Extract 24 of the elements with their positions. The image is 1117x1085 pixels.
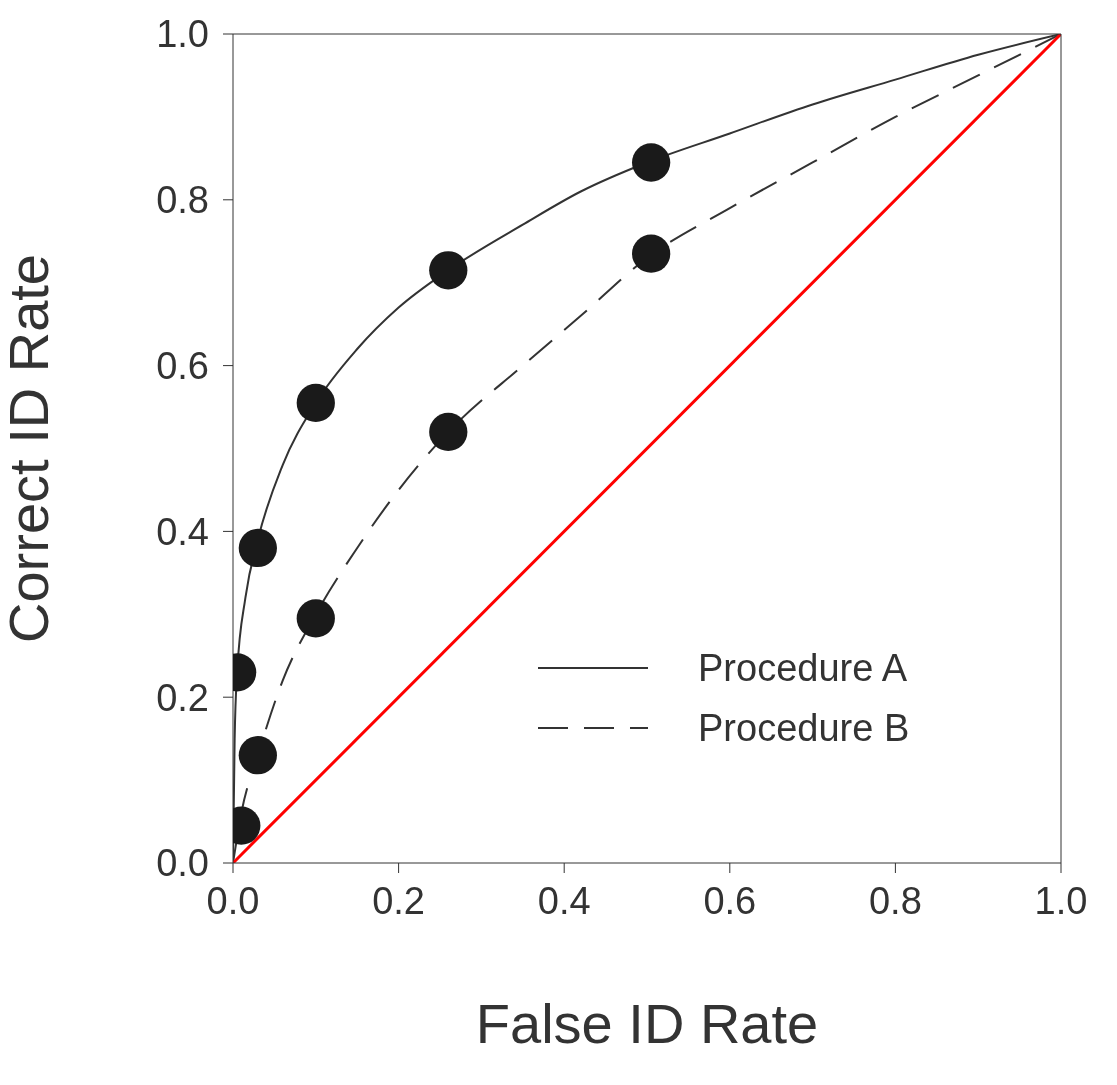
y-tick-label: 0.8 (156, 179, 209, 222)
legend-label: Procedure A (698, 646, 908, 690)
x-tick-label: 0.8 (868, 879, 922, 922)
point (429, 251, 468, 290)
point (632, 143, 671, 182)
x-tick-label: 1.0 (1034, 879, 1088, 922)
legend-label: Procedure B (698, 706, 910, 750)
point (429, 412, 468, 452)
point (238, 528, 277, 568)
x-tick-label: 0.4 (537, 879, 591, 922)
point (238, 736, 277, 775)
y-axis-title: Correct ID Rate (0, 254, 60, 643)
y-tick-label: 1.0 (156, 13, 209, 56)
point (296, 599, 335, 638)
x-axis-title: False ID Rate (475, 992, 819, 1055)
y-tick-label: 0.0 (156, 842, 209, 885)
y-tick-label: 0.2 (156, 676, 209, 719)
x-tick-label: 0.6 (703, 879, 757, 922)
x-tick-label: 0.2 (372, 879, 426, 922)
point (632, 234, 671, 273)
point (296, 383, 335, 422)
y-tick-label: 0.6 (156, 345, 209, 388)
x-tick-label: 0.0 (206, 879, 260, 922)
y-tick-label: 0.4 (156, 510, 209, 553)
